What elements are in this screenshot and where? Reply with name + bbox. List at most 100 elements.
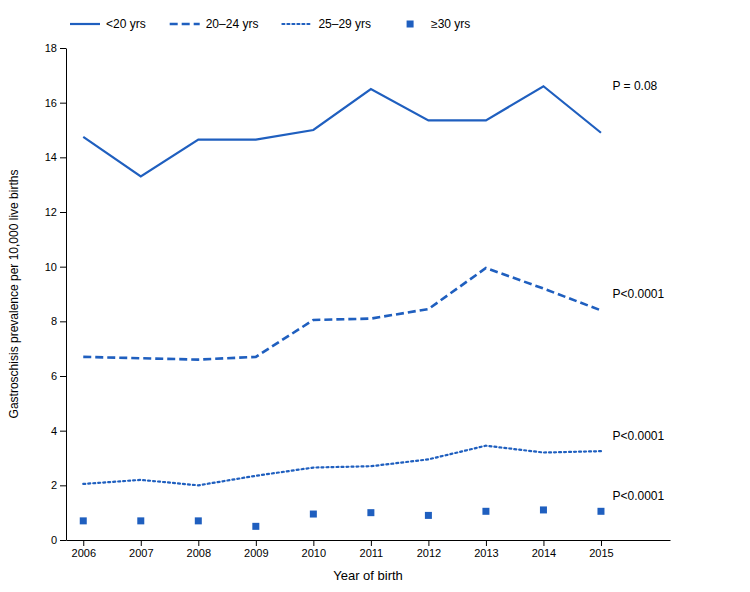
tick: 2007 — [129, 540, 153, 559]
x-axis: 2006 2007 2008 2009 2010 2011 2012 2013 2014 2015 — [67, 540, 671, 559]
tick: 2011 — [360, 540, 384, 559]
tick-label: 6 — [51, 370, 57, 382]
legend-item: 20–24 yrs — [170, 17, 259, 31]
legend: <20 yrs 20–24 yrs 25–29 yrs ≥30 yrs — [70, 17, 470, 31]
legend-item: ≥30 yrs — [407, 17, 471, 31]
series-group — [80, 86, 605, 530]
plot: 2006200720082009201020112012201320142015… — [45, 42, 671, 559]
tick-label: 4 — [51, 425, 57, 437]
tick-label: 2013 — [474, 547, 498, 559]
tick-label: 2010 — [302, 547, 326, 559]
tick-label: 12 — [45, 206, 57, 218]
tick-label: 16 — [45, 97, 57, 109]
y-axis-title: Gastroschisis prevalence per 10,000 live… — [7, 170, 21, 419]
tick-label: 2009 — [244, 547, 268, 559]
tick: 2014 — [532, 540, 556, 559]
tick-label: 8 — [51, 315, 57, 327]
tick-mark — [60, 321, 66, 322]
tick-label: 2015 — [589, 547, 613, 559]
tick-mark — [60, 48, 66, 49]
tick-mark — [60, 485, 66, 486]
tick-mark — [141, 540, 142, 546]
tick-mark — [543, 540, 544, 546]
legend-label: 20–24 yrs — [206, 17, 259, 31]
tick-mark — [486, 540, 487, 546]
tick-mark — [60, 212, 66, 213]
tick-label: 2012 — [417, 547, 441, 559]
tick-label: 2006 — [72, 547, 96, 559]
tick-mark — [60, 157, 66, 158]
tick-mark — [60, 540, 66, 541]
tick: 16 — [45, 97, 66, 109]
tick-label: 2008 — [187, 547, 211, 559]
annotation: P<0.0001 — [612, 489, 664, 503]
series — [83, 268, 601, 360]
tick-mark — [256, 540, 257, 546]
marker — [80, 517, 87, 524]
tick-label: 18 — [45, 42, 57, 54]
tick-label: 10 — [45, 261, 57, 273]
series — [83, 446, 601, 486]
marker — [195, 517, 202, 524]
marker — [367, 509, 374, 516]
tick-label: 2011 — [360, 547, 384, 559]
marker — [482, 508, 489, 515]
tick-mark — [60, 376, 66, 377]
tick-label: 2 — [51, 479, 57, 491]
legend-item: <20 yrs — [70, 17, 146, 31]
tick: 2012 — [417, 540, 441, 559]
legend-swatch — [70, 23, 100, 25]
line — [83, 446, 601, 486]
tick: 0 — [51, 534, 66, 546]
marker — [425, 512, 432, 519]
legend-swatch — [170, 23, 200, 26]
tick-label: 2014 — [532, 547, 556, 559]
chart: 2006200720082009201020112012201320142015… — [0, 0, 750, 592]
tick: 10 — [45, 261, 66, 273]
legend-label: <20 yrs — [106, 17, 146, 31]
tick-mark — [60, 431, 66, 432]
tick: 2009 — [244, 540, 268, 559]
tick: 2013 — [474, 540, 498, 559]
marker — [597, 508, 604, 515]
tick-mark — [313, 540, 314, 546]
line — [83, 268, 601, 360]
tick: 18 — [45, 42, 66, 54]
marker — [540, 506, 547, 513]
tick: 2008 — [187, 540, 211, 559]
tick: 6 — [51, 370, 66, 382]
tick-mark — [60, 103, 66, 104]
tick: 8 — [51, 315, 66, 327]
tick: 2 — [51, 479, 66, 491]
tick: 2006 — [72, 540, 96, 559]
annotation: P<0.0001 — [612, 429, 664, 443]
tick-mark — [428, 540, 429, 546]
y-axis: 0 2 4 6 8 10 12 14 16 18 — [45, 42, 67, 546]
series — [83, 86, 601, 176]
legend-label: ≥30 yrs — [431, 17, 470, 31]
marker — [137, 517, 144, 524]
tick: 4 — [51, 425, 66, 437]
tick: 2015 — [589, 540, 613, 559]
tick: 12 — [45, 206, 66, 218]
legend-item: 25–29 yrs — [282, 17, 371, 31]
tick-mark — [198, 540, 199, 546]
x-axis-title: Year of birth — [333, 568, 403, 583]
legend-label: 25–29 yrs — [318, 17, 371, 31]
tick-mark — [83, 540, 84, 546]
tick-mark — [60, 267, 66, 268]
line — [83, 86, 601, 176]
tick: 2010 — [302, 540, 326, 559]
legend-swatch — [282, 23, 312, 25]
tick-label: 2007 — [129, 547, 153, 559]
tick-label: 0 — [51, 534, 57, 546]
axis-line — [67, 540, 671, 541]
axis-line — [66, 49, 67, 541]
annotation: P<0.0001 — [612, 287, 664, 301]
tick: 14 — [45, 151, 66, 163]
series — [80, 506, 605, 529]
legend-swatch — [407, 21, 414, 28]
marker — [310, 511, 317, 518]
annotations: P = 0.08P<0.0001P<0.0001P<0.0001 — [612, 79, 664, 503]
marker — [252, 523, 259, 530]
